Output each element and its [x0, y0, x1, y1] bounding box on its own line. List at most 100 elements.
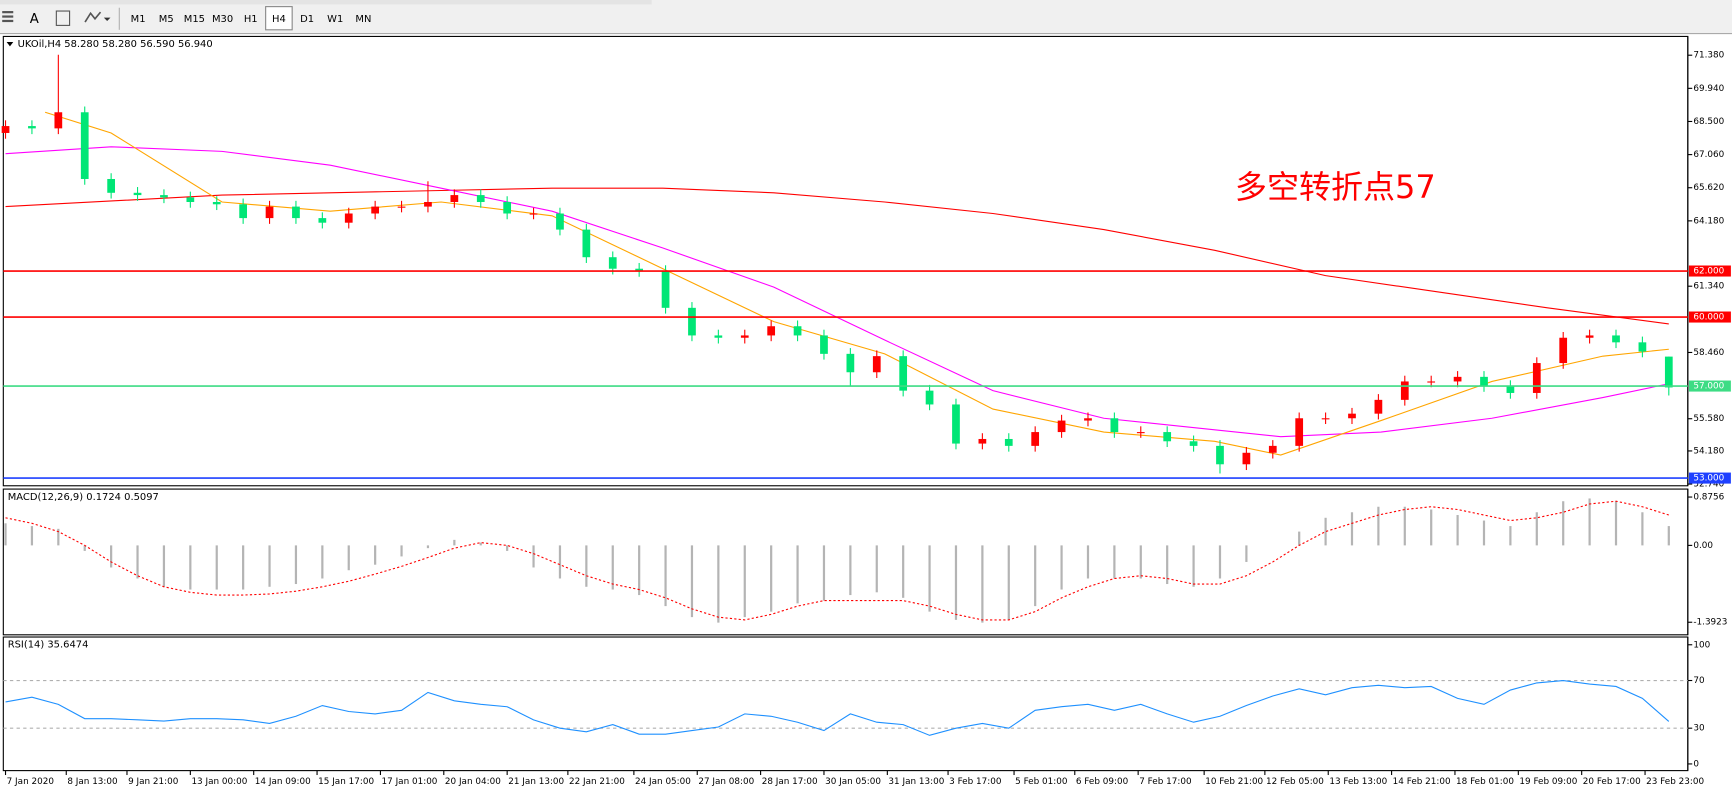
panel-title: MACD(12,26,9) 0.1724 0.5097 — [8, 492, 159, 503]
timeframe-button[interactable]: H1 — [244, 14, 258, 25]
y-tick-label: 65.620 — [1693, 183, 1724, 193]
active-button[interactable] — [265, 6, 293, 31]
candle-body — [186, 197, 195, 202]
candle-body — [846, 353, 855, 373]
x-tick-label: 23 Feb 23:00 — [1646, 777, 1704, 787]
moving-average — [5, 187, 1669, 325]
chart-bg — [0, 34, 1732, 796]
candle-body — [688, 307, 696, 336]
icon-lines[interactable] — [2, 15, 14, 18]
candle-body — [160, 195, 168, 198]
macd-signal — [5, 500, 1669, 621]
level-label: 53.000 — [1693, 474, 1724, 484]
x-tick-label: 20 Jan 04:00 — [445, 777, 501, 787]
x-tick-label: 30 Jan 05:00 — [825, 777, 881, 787]
timeframe-button[interactable]: H4 — [272, 14, 286, 25]
timeframe-button[interactable]: MN — [355, 14, 371, 25]
candle-body — [1242, 452, 1251, 465]
moving-average — [5, 146, 1669, 438]
timeframe-button[interactable]: M1 — [131, 14, 146, 25]
timeframe-button[interactable]: W1 — [327, 14, 343, 25]
x-tick-label: 22 Jan 21:00 — [569, 777, 625, 787]
candle-body — [556, 213, 564, 230]
icon-shapes[interactable] — [84, 11, 102, 23]
y-tick-label: 52.740 — [1693, 480, 1724, 490]
candle-body — [740, 335, 749, 338]
candle-body — [1559, 337, 1568, 364]
candle-body — [1638, 342, 1647, 352]
y-tick-label: 58.460 — [1693, 348, 1724, 358]
candle-body — [1585, 335, 1594, 338]
candle-body — [80, 112, 89, 179]
x-tick-label: 31 Jan 13:00 — [888, 777, 944, 787]
level-tag — [1688, 472, 1731, 484]
candle-body — [1612, 335, 1620, 343]
candle-body — [503, 201, 512, 214]
candle-body — [344, 213, 353, 223]
x-tick-label: 7 Feb 17:00 — [1139, 777, 1192, 787]
candle-body — [1004, 438, 1013, 446]
candle-body — [54, 112, 63, 129]
candle-body — [1216, 445, 1224, 465]
level-label: 62.000 — [1693, 267, 1724, 277]
candle-body — [133, 192, 142, 196]
candle-body — [1348, 413, 1356, 419]
text-tool[interactable]: A — [30, 12, 39, 27]
candle-body — [1400, 381, 1409, 400]
candle-body — [925, 390, 934, 405]
candle-body — [767, 326, 776, 336]
timeframe-button[interactable]: M15 — [184, 14, 205, 25]
x-tick-label: 9 Jan 21:00 — [128, 777, 179, 787]
icon-lines[interactable] — [2, 19, 14, 23]
x-tick-label: 10 Feb 21:00 — [1205, 777, 1263, 787]
candle-body — [265, 206, 274, 219]
candle-body — [899, 356, 908, 391]
candle-body — [582, 229, 591, 258]
candle-body — [1295, 418, 1304, 446]
x-tick-label: 19 Feb 09:00 — [1519, 777, 1577, 787]
timeframe-button[interactable]: D1 — [300, 14, 314, 25]
candle-body — [608, 257, 617, 269]
timeframe-button[interactable]: M5 — [159, 14, 174, 25]
timeframe-button[interactable]: M30 — [212, 14, 233, 25]
icon-textbox[interactable] — [55, 10, 71, 26]
candle-body — [212, 201, 221, 205]
candle-body — [635, 268, 644, 272]
icon-dropdown[interactable] — [103, 17, 111, 21]
y-tick-label: 70 — [1693, 676, 1705, 686]
candle-body — [1136, 432, 1145, 434]
candle-body — [318, 218, 327, 223]
x-tick-label: 24 Jan 05:00 — [635, 777, 691, 787]
x-tick-label: 5 Feb 01:00 — [1015, 777, 1068, 787]
y-tick-label: 55.580 — [1693, 414, 1724, 424]
candle-body — [397, 206, 406, 208]
x-tick-label: 21 Jan 13:00 — [508, 777, 564, 787]
x-tick-label: 14 Jan 09:00 — [255, 777, 311, 787]
candle-body — [978, 438, 987, 444]
level-label: 60.000 — [1693, 313, 1724, 323]
candle-body — [1321, 418, 1330, 420]
x-tick-label: 28 Jan 17:00 — [762, 777, 818, 787]
y-tick-label: 71.380 — [1693, 51, 1724, 61]
x-tick-label: 6 Feb 09:00 — [1076, 777, 1129, 787]
candle-body — [424, 201, 432, 207]
y-tick-label: 68.500 — [1693, 117, 1724, 127]
x-tick-label: 18 Feb 01:00 — [1456, 777, 1514, 787]
tool-icons[interactable] — [2, 10, 111, 26]
candle-body — [371, 206, 380, 214]
y-tick-label: 0 — [1693, 759, 1699, 769]
candle-body — [1031, 432, 1040, 446]
rsi-line — [5, 679, 1670, 736]
x-tick-label: 13 Jan 00:00 — [191, 777, 247, 787]
y-tick-label: 61.340 — [1693, 282, 1724, 292]
candle-body — [239, 204, 248, 219]
candle-body — [1506, 386, 1515, 393]
y-tick-label: 64.180 — [1693, 216, 1724, 226]
candle-body — [292, 206, 300, 219]
icon-lines[interactable] — [2, 11, 14, 14]
candle-body — [1427, 381, 1436, 383]
level-label: 57.000 — [1693, 382, 1724, 392]
x-tick-label: 27 Jan 08:00 — [698, 777, 754, 787]
y-tick-label: 30 — [1693, 724, 1705, 734]
